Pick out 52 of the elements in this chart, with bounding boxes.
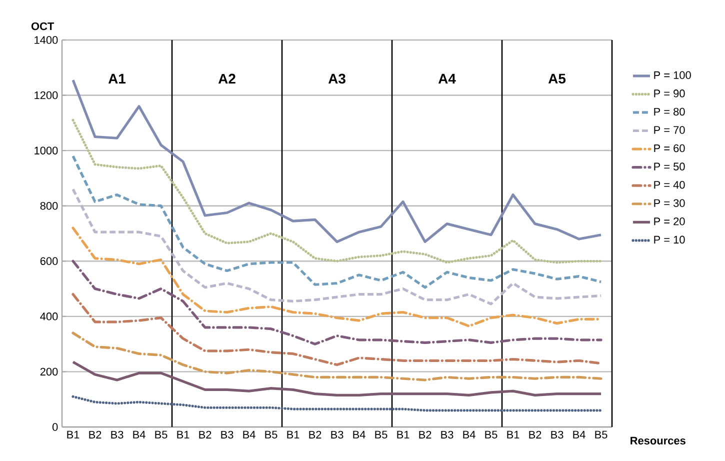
legend-label: P = 100 xyxy=(654,71,691,80)
x-tick-label: B1 xyxy=(67,430,80,438)
x-tick-label: B2 xyxy=(419,430,432,438)
legend-label: P = 90 xyxy=(654,90,685,98)
x-tick-label: B4 xyxy=(133,430,146,438)
x-tick-label: B5 xyxy=(265,430,278,438)
x-tick-label: B2 xyxy=(529,430,542,438)
x-tick-label: B3 xyxy=(551,430,564,439)
x-tick-label: B2 xyxy=(89,430,102,438)
x-tick-label: B3 xyxy=(221,430,234,439)
line-series xyxy=(72,118,602,264)
y-axis-title: OCT xyxy=(31,22,54,30)
x-tick-label: B3 xyxy=(111,430,124,439)
legend-label: P = 70 xyxy=(654,126,685,134)
y-tick-label: 1200 xyxy=(34,91,58,100)
legend-label: P = 20 xyxy=(654,218,685,226)
x-tick-label: B5 xyxy=(595,430,608,438)
annotation: A5 xyxy=(548,74,566,84)
x-axis-title: Resources xyxy=(630,436,686,444)
x-tick-label: B2 xyxy=(199,430,212,438)
annotation: A1 xyxy=(108,74,126,84)
x-tick-label: B5 xyxy=(485,430,498,438)
x-tick-label: B5 xyxy=(155,430,168,438)
y-tick-label: 600 xyxy=(40,257,58,266)
annotation: A4 xyxy=(438,74,456,84)
x-tick-label: B5 xyxy=(375,430,388,438)
x-tick-label: B3 xyxy=(441,430,454,439)
line-series xyxy=(72,154,602,289)
y-tick-label: 200 xyxy=(40,368,58,376)
y-tick-label: 800 xyxy=(40,202,58,210)
y-tick-label: 400 xyxy=(40,312,58,320)
legend-label: P = 50 xyxy=(654,162,685,170)
annotation: A2 xyxy=(218,74,236,84)
x-tick-label: B1 xyxy=(287,430,300,438)
x-tick-label: B3 xyxy=(331,430,344,439)
legend-label: P = 10 xyxy=(654,236,685,244)
y-tick-label: 0 xyxy=(52,423,58,431)
y-tick-label: 1000 xyxy=(34,146,58,154)
x-tick-label: B1 xyxy=(397,430,410,438)
x-tick-label: B4 xyxy=(353,430,366,438)
y-tick-label: 1400 xyxy=(34,36,58,44)
legend-label: P = 30 xyxy=(654,199,685,207)
x-tick-label: B4 xyxy=(243,430,256,438)
legend-label: P = 40 xyxy=(654,180,685,189)
x-tick-label: B4 xyxy=(573,430,586,438)
legend-label: P = 60 xyxy=(654,144,685,152)
x-tick-label: B4 xyxy=(463,430,476,438)
x-tick-label: B1 xyxy=(177,430,190,438)
x-tick-label: B1 xyxy=(507,430,520,438)
annotation: A3 xyxy=(328,74,346,84)
x-tick-label: B2 xyxy=(309,430,322,438)
legend-label: P = 80 xyxy=(654,108,685,116)
